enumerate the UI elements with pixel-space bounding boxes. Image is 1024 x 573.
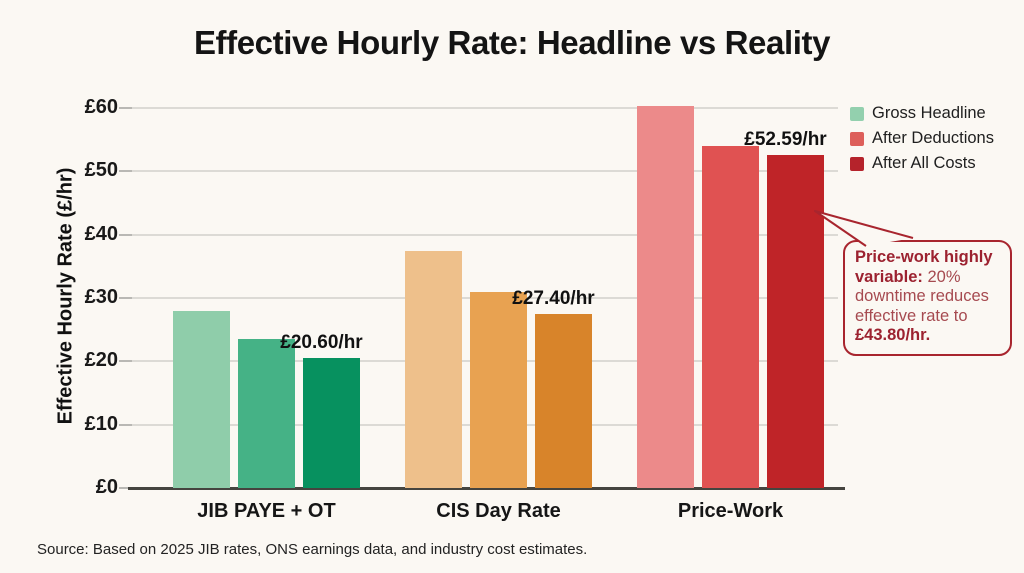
y-tick-label-40: £40 [84,222,118,245]
bar-price-work-after-deductions [702,146,759,488]
bar-price-work-after-all-costs [767,154,824,488]
legend-swatch-icon [850,106,864,121]
bar-jib-paye-ot-gross-headline [173,310,230,488]
bar-jib-paye-ot-after-all-costs [303,357,360,488]
y-tick-label-0: £0 [95,476,118,498]
y-tick-label-30: £30 [84,286,118,308]
y-tick-mark-20 [119,360,132,363]
bar-cis-day-rate-after-all-costs [535,314,592,488]
bar-cis-day-rate-after-deductions [470,291,527,488]
y-tick-mark-30 [119,297,132,299]
y-tick-mark-40 [119,233,132,236]
legend-swatch-icon [850,131,864,146]
legend-label: After All Costs [872,154,976,172]
bar-value-label: £52.59/hr [744,128,827,150]
y-tick-label-50: £50 [84,159,118,182]
legend: Gross Headline After Deductions After All … [850,101,994,176]
bar-price-work-gross-headline [637,106,694,488]
bar-cis-day-rate-gross-headline [405,250,462,488]
bar-jib-paye-ot-after-deductions [238,339,295,488]
legend-item-2: After Deductions [850,126,994,151]
annotation-bold-value: £43.80/hr. [855,326,931,344]
y-tick-mark-60 [119,107,132,109]
legend-label: Gross Headline [872,104,986,122]
category-label-1: JIB PAYE + OT [197,500,336,522]
chart-title: Effective Hourly Rate: Headline vs Reali… [193,24,831,61]
category-label-2: CIS Day Rate [436,500,561,522]
legend-swatch-icon [850,156,864,171]
gridline-60 [128,107,838,109]
legend-item-3: After All Costs [850,151,994,176]
y-tick-label-60: £60 [84,96,118,118]
bar-value-label: £20.60/hr [280,331,363,353]
annotation-body: 20% downtime reduces effective rate to [855,267,989,325]
source-note: Source: Based on 2025 JIB rates, ONS ear… [37,541,588,558]
bar-value-label: £27.40/hr [512,288,595,310]
category-label-3: Price-Work [677,500,784,522]
y-tick-label-10: £10 [84,412,118,435]
gridline-40 [128,233,838,236]
x-axis-line [128,487,845,490]
callout-annotation: Price-work highly variable: 20% downtime… [843,240,1012,356]
annotation-bold-lead: Price-work highly variable: [855,248,993,286]
legend-item-1: Gross Headline [850,101,994,126]
y-tick-mark-50 [119,170,132,173]
gridline-50 [128,170,838,173]
y-tick-mark-10 [119,423,132,426]
y-tick-label-20: £20 [84,349,118,372]
legend-label: After Deductions [872,129,994,147]
y-tick-mark-0 [119,487,132,489]
